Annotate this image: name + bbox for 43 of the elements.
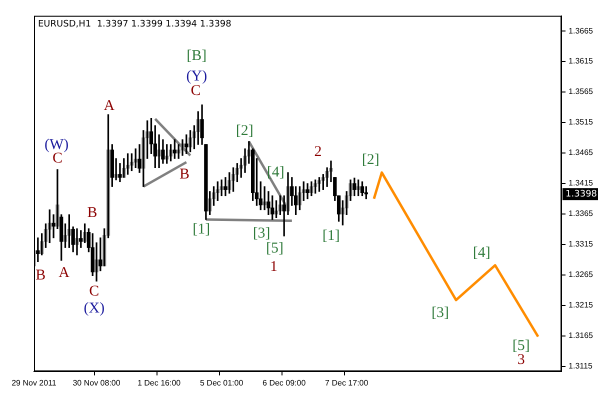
annotation: (X) (84, 300, 105, 316)
y-tick-label: 1.3165 (568, 331, 594, 340)
annotation: C (89, 284, 100, 300)
annotation: B (87, 204, 98, 221)
annotation: B (179, 166, 190, 182)
x-tick-label: 30 Nov 08:00 (72, 378, 121, 388)
annotation: 1 (270, 259, 278, 276)
y-tick-label: 1.3265 (568, 270, 594, 280)
y-tick-label: 1.3465 (568, 148, 594, 158)
annotation: 3 (517, 352, 525, 368)
annotation: (Y) (186, 68, 208, 85)
annotation: [2] (362, 152, 380, 168)
annotation: A (104, 98, 115, 114)
x-tick-label: 6 Dec 09:00 (262, 378, 306, 388)
y-tick-label: 1.3615 (568, 56, 594, 66)
annotation: [5] (266, 240, 284, 256)
y-tick-label: 1.3565 (568, 87, 594, 96)
y-tick-label: 1.3665 (568, 26, 594, 36)
y-tick-label: 1.3415 (568, 178, 594, 188)
x-tick-label: 29 Nov 2011 (12, 378, 57, 388)
annotation: [4] (472, 245, 490, 262)
annotation: [5] (512, 338, 530, 354)
annotation: B (36, 268, 46, 284)
y-tick-label: 1.3515 (568, 118, 594, 127)
annotation: A (58, 264, 70, 281)
annotation: [B] (186, 48, 207, 64)
x-tick-label: 1 Dec 16:00 (137, 378, 182, 388)
annotation: [2] (236, 123, 254, 140)
annotation: [1] (192, 222, 210, 238)
x-tick-label: 5 Dec 01:00 (200, 378, 244, 388)
y-tick-label: 1.3315 (568, 240, 594, 249)
annotation: [3] (252, 225, 270, 242)
chart-title: EURUSD,H1 1.3397 1.3399 1.3394 1.3398 (38, 20, 232, 30)
annotation: [1] (322, 228, 340, 244)
text: 1.3398 (566, 189, 598, 200)
annotation: [3] (431, 305, 449, 322)
y-tick-label: 1.3115 (568, 362, 593, 371)
x-tick-label: 7 Dec 17:00 (325, 378, 369, 388)
annotation: 2 (314, 144, 322, 160)
annotation: [4] (266, 164, 284, 180)
y-tick-label: 1.3365 (568, 209, 594, 218)
annotation: C (190, 82, 201, 99)
y-tick-label: 1.3215 (568, 300, 594, 310)
